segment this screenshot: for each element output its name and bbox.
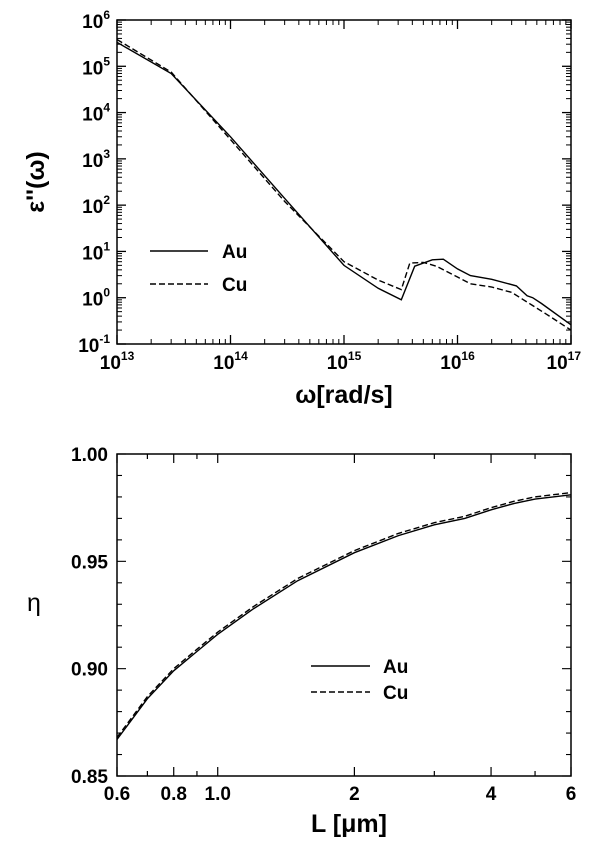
y-tick-label: 106 [82, 8, 110, 33]
y-tick-label: 0.85 [71, 767, 108, 788]
x-tick-label: 0.6 [104, 784, 130, 805]
legend-label-au: Au [222, 242, 247, 263]
dielectric-loss-chart: 1013 1014 1015 1016 1017 10-1 100 101 102 103 104 1… [22, 8, 581, 409]
legend-label-cu: Cu [222, 275, 247, 296]
efficiency-chart: 0.6 0.8 1.0 2 4 6 0.85 0.90 0.95 1.00 L [μm] η Au Cu [27, 445, 576, 838]
x-axis-label: L [μm] [311, 810, 387, 838]
x-axis-label: ω[rad/s] [295, 381, 393, 409]
y-axis-label: η [27, 589, 41, 617]
y-tick-label: 103 [82, 147, 110, 172]
plot-frame [116, 453, 572, 777]
x-tick-label: 1.0 [205, 784, 231, 805]
y-tick-label: 105 [82, 54, 110, 79]
x-tick-label: 4 [486, 784, 497, 805]
x-tick-label: 0.8 [161, 784, 187, 805]
series-line-au [116, 41, 572, 326]
x-tick-label: 1014 [213, 349, 248, 374]
y-axis-label: ε''(ω) [22, 151, 50, 213]
y-tick-label: 102 [82, 193, 110, 218]
x-tick-label: 1016 [440, 349, 475, 374]
y-tick-label: 10-1 [78, 332, 110, 357]
series-line-cu [116, 491, 572, 738]
y-tick-label: 101 [82, 239, 110, 264]
legend-label-cu: Cu [383, 683, 408, 704]
x-tick-label: 1015 [327, 349, 362, 374]
legend-label-au: Au [383, 657, 408, 678]
y-tick-label: 0.90 [71, 660, 108, 681]
series-line-au [116, 494, 572, 740]
y-tick-label: 1.00 [71, 445, 108, 466]
x-tick-label: 2 [349, 784, 360, 805]
x-tick-label: 6 [566, 784, 577, 805]
series-line-cu [116, 38, 572, 331]
y-tick-label: 0.95 [71, 552, 108, 573]
x-tick-label: 1017 [547, 349, 582, 374]
y-tick-label: 100 [82, 286, 110, 311]
plot-frame [116, 19, 572, 345]
x-tick-label: 1013 [100, 349, 135, 374]
y-tick-label: 104 [82, 101, 110, 126]
